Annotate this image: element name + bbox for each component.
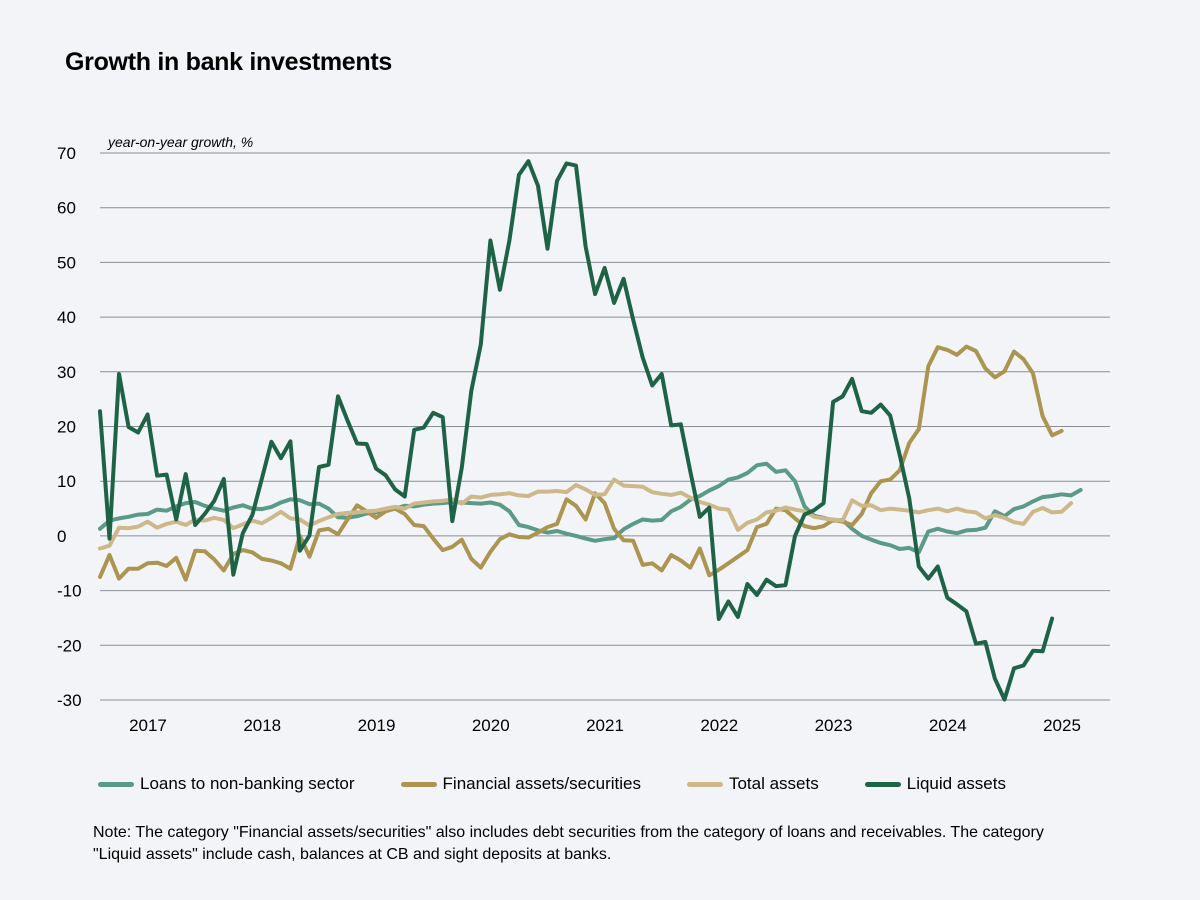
x-tick-label: 2018 — [243, 716, 281, 735]
legend-swatch-financial-assets — [400, 781, 437, 787]
legend-swatch-total-assets — [686, 781, 723, 787]
y-tick-label: 10 — [57, 472, 76, 491]
chart-title: Growth in bank investments — [65, 48, 392, 76]
footnote: Note: The category "Financial assets/sec… — [93, 824, 1044, 863]
legend-item-financial-assets: Financial assets/securities — [400, 774, 641, 794]
x-tick-label: 2025 — [1043, 716, 1081, 735]
y-tick-label: -20 — [57, 636, 82, 655]
legend-label-total-assets: Total assets — [728, 774, 819, 793]
legend-swatch-loans — [98, 781, 134, 787]
legend-label-financial-assets: Financial assets/securities — [442, 774, 641, 793]
gridlines — [100, 152, 1110, 701]
series-line-liquid-assets — [98, 159, 1055, 702]
legend-item-total-assets: Total assets — [686, 774, 819, 794]
x-tick-label: 2022 — [700, 716, 738, 735]
y-axis-label: year-on-year growth, % — [107, 134, 253, 150]
x-tick-label: 2021 — [586, 716, 624, 735]
x-axis-ticks: 2017 2018 2019 2020 2021 2022 2023 2024 2025 — [129, 716, 1081, 735]
y-tick-label: 50 — [57, 253, 76, 272]
legend-item-loans: Loans to non-banking sector — [98, 774, 355, 794]
y-tick-label: 70 — [57, 144, 76, 163]
legend-swatch-liquid-assets — [864, 781, 901, 787]
legend: Loans to non-banking sector Financial as… — [98, 773, 1052, 795]
y-tick-label: 30 — [57, 363, 76, 382]
legend-label-liquid-assets: Liquid assets — [906, 774, 1006, 793]
series-lines — [98, 159, 1083, 702]
y-tick-label: 40 — [57, 308, 76, 327]
x-tick-label: 2023 — [815, 716, 853, 735]
x-tick-label: 2020 — [472, 716, 510, 735]
y-axis-ticks: 70 60 50 40 30 20 10 0 -10 -20 -30 — [57, 144, 82, 710]
y-tick-label: 20 — [57, 418, 76, 437]
x-tick-label: 2019 — [358, 716, 396, 735]
legend-label-loans: Loans to non-banking sector — [140, 774, 355, 793]
x-tick-label: 2024 — [929, 716, 967, 735]
y-tick-label: 0 — [57, 527, 66, 546]
y-tick-label: -30 — [57, 691, 82, 710]
x-tick-label: 2017 — [129, 716, 167, 735]
legend-item-liquid-assets: Liquid assets — [864, 774, 1006, 794]
y-tick-label: 60 — [57, 199, 76, 218]
y-tick-label: -10 — [57, 582, 82, 601]
